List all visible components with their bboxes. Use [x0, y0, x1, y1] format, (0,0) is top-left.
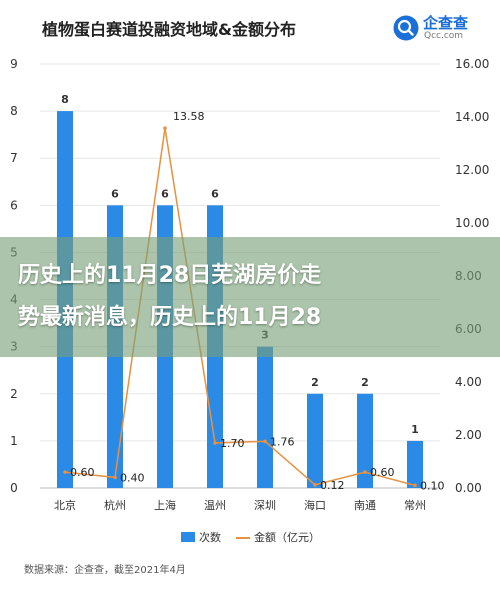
category-label-2: 上海: [154, 498, 176, 512]
bar-5: [307, 393, 323, 488]
legend-line-swatch: [236, 537, 250, 539]
left-tick-label: 7: [10, 151, 18, 165]
line-point-0: [63, 470, 67, 474]
category-label-0: 北京: [54, 498, 76, 512]
line-point-6: [363, 470, 367, 474]
right-tick-label: 10.00: [455, 216, 489, 230]
right-tick-label: 16.00: [455, 57, 489, 71]
category-label-6: 南通: [354, 499, 376, 512]
left-tick-label: 2: [10, 387, 18, 401]
bar-value-label-5: 2: [311, 376, 319, 389]
left-tick-label: 9: [10, 57, 18, 71]
left-tick-label: 6: [10, 198, 18, 212]
bar-value-label-0: 8: [61, 93, 69, 106]
right-tick-label: 0.00: [455, 481, 482, 495]
category-label-4: 深圳: [254, 499, 276, 512]
line-value-label-6: 0.60: [370, 466, 395, 479]
left-tick-label: 1: [10, 434, 18, 448]
line-point-7: [413, 483, 417, 488]
bar-4: [257, 346, 273, 488]
line-value-label-7: 0.10: [420, 479, 445, 492]
line-value-label-1: 0.40: [120, 471, 145, 484]
line-point-5: [313, 483, 317, 487]
overlay-banner: 历史上的11月28日芜湖房价走 势最新消息，历史上的11月28: [0, 237, 500, 357]
bar-value-label-2: 6: [161, 187, 169, 200]
bar-value-label-7: 1: [411, 423, 419, 436]
line-series: [63, 126, 417, 488]
right-tick-label: 2.00: [455, 428, 482, 442]
bar-6: [357, 393, 373, 488]
legend-label-line: 金额（亿元）: [254, 531, 320, 544]
line-value-label-0: 0.60: [70, 466, 95, 479]
source-note: 数据来源：企查查，截至2021年4月: [24, 565, 186, 576]
legend-bar-swatch: [181, 532, 195, 542]
category-label-3: 温州: [204, 499, 226, 512]
bar-value-label-6: 2: [361, 376, 369, 389]
line-value-label-5: 0.12: [320, 479, 345, 492]
left-tick-label: 0: [10, 481, 18, 495]
logo-name: 企查查: [423, 14, 469, 32]
logo-url: Qcc.com: [424, 31, 464, 41]
right-tick-label: 4.00: [455, 375, 482, 389]
category-label-1: 杭州: [104, 498, 126, 512]
bar-value-label-3: 6: [211, 187, 219, 200]
category-label-5: 海口: [304, 498, 326, 512]
magnifier-logo-icon: [393, 15, 419, 41]
left-tick-label: 8: [10, 104, 18, 118]
line-point-2: [163, 126, 167, 130]
overlay-line-2: 势最新消息，历史上的11月28: [18, 305, 322, 330]
bar-7: [407, 440, 423, 488]
overlay-line-1: 历史上的11月28日芜湖房价走: [18, 263, 322, 288]
bar-value-label-1: 6: [111, 187, 119, 200]
line-point-1: [113, 475, 117, 480]
line-path: [64, 128, 416, 487]
line-point-4: [263, 439, 267, 444]
line-value-label-2: 13.58: [173, 110, 205, 123]
line-value-label-3: 1.70: [220, 437, 245, 450]
legend-label-bar: 次数: [199, 531, 221, 544]
category-labels: 北京 杭州 上海 温州 深圳 海口 南通 常州: [54, 498, 426, 512]
line-point-3: [213, 441, 217, 445]
right-tick-label: 12.00: [455, 163, 489, 177]
line-value-labels: 0.60 0.40 13.58 1.70 1.76 0.12 0.60 0.10: [70, 110, 445, 492]
qcc-logo: 企查查 Qcc.com: [393, 10, 488, 46]
line-value-label-4: 1.76: [270, 435, 295, 448]
right-tick-label: 14.00: [455, 110, 489, 124]
category-label-7: 常州: [404, 499, 426, 512]
chart-title: 植物蛋白赛道投融资地域&金额分布: [42, 20, 296, 39]
